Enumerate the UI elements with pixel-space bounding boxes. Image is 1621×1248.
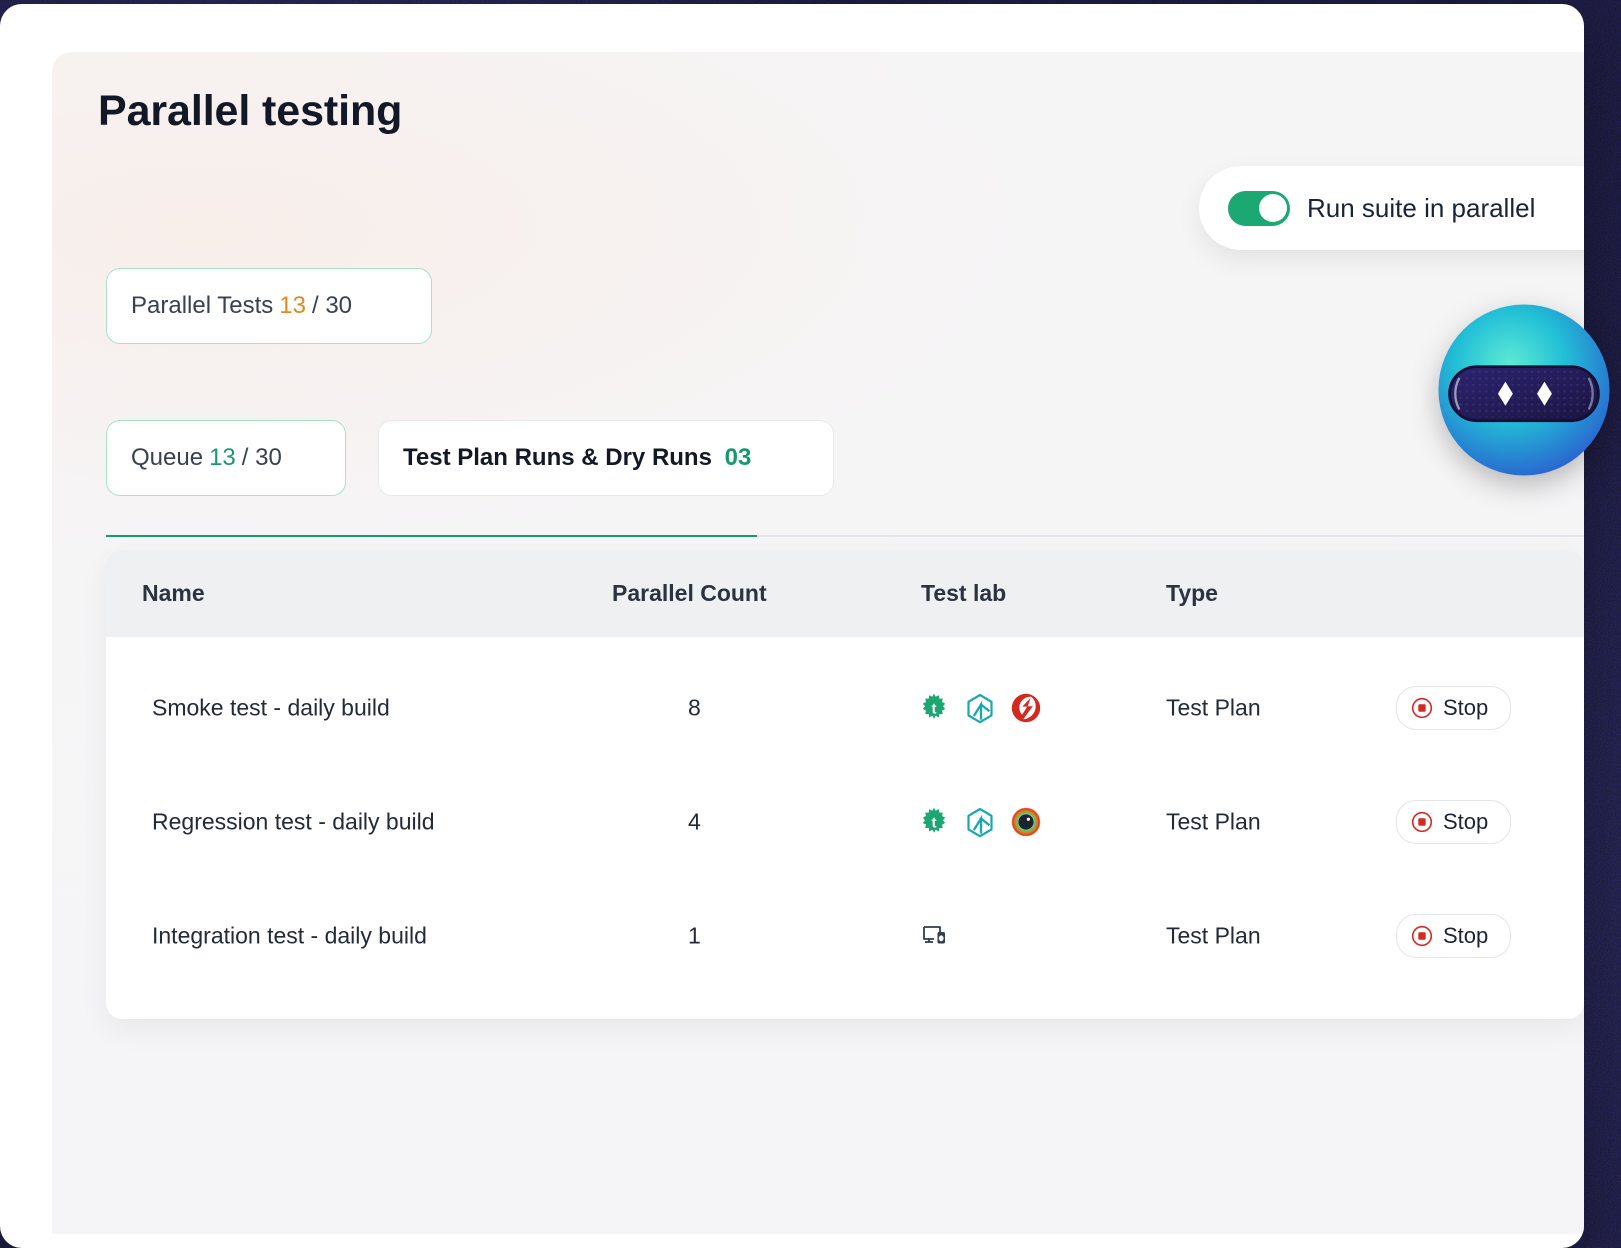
svg-text:t: t [932, 815, 937, 832]
svg-text:t: t [932, 701, 937, 718]
